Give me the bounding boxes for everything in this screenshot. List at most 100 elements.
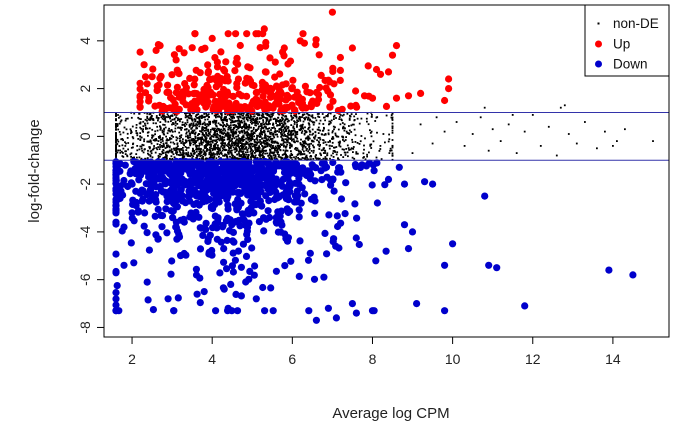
point-down (352, 309, 360, 317)
point-non-de (251, 142, 254, 145)
point-non-de (213, 139, 216, 142)
point-non-de (146, 157, 149, 159)
point-non-de (353, 119, 356, 122)
point-non-de (283, 131, 286, 134)
point-up (288, 85, 296, 93)
point-non-de (264, 117, 267, 119)
point-non-de (238, 120, 241, 123)
point-down (216, 269, 224, 277)
point-non-de (224, 143, 226, 145)
point-non-de (215, 134, 217, 137)
point-non-de (206, 118, 209, 121)
point-non-de (159, 155, 161, 158)
point-down (224, 205, 232, 213)
point-non-de (387, 140, 390, 143)
point-non-de (307, 128, 310, 130)
point-down (272, 158, 280, 166)
point-up (277, 88, 285, 96)
point-non-de (249, 146, 252, 148)
point-non-de (266, 118, 269, 121)
point-up (248, 81, 256, 89)
point-non-de (321, 129, 324, 132)
point-non-de (224, 118, 226, 120)
point-non-de (315, 158, 318, 160)
point-down (368, 307, 377, 315)
point-non-de (122, 139, 124, 142)
point-non-de (251, 138, 254, 141)
point-non-de (259, 123, 262, 125)
point-non-de (141, 143, 144, 146)
point-down (184, 192, 192, 200)
point-non-de (206, 148, 209, 150)
point-non-de (612, 145, 614, 147)
point-non-de (204, 152, 207, 155)
point-non-de (275, 133, 277, 136)
point-non-de (245, 140, 248, 143)
point-non-de (172, 136, 175, 138)
point-non-de (312, 140, 314, 143)
point-non-de (254, 124, 257, 126)
point-non-de (245, 116, 248, 119)
point-non-de (308, 129, 311, 132)
point-non-de (308, 119, 311, 122)
point-non-de (227, 126, 230, 129)
point-non-de (346, 151, 349, 154)
point-non-de (225, 149, 228, 151)
point-non-de (305, 149, 308, 152)
point-down (227, 161, 235, 169)
point-non-de (168, 129, 171, 132)
point-non-de (196, 139, 199, 142)
point-non-de (139, 122, 142, 125)
point-non-de (294, 115, 297, 117)
point-non-de (191, 126, 194, 129)
point-non-de (154, 133, 156, 136)
point-non-de (281, 125, 283, 128)
point-down (227, 280, 235, 288)
point-non-de (269, 115, 272, 118)
point-non-de (231, 133, 234, 136)
point-down (202, 177, 210, 185)
point-non-de (292, 125, 295, 128)
point-down (351, 161, 359, 169)
point-down (289, 160, 297, 169)
point-non-de (363, 148, 365, 151)
point-non-de (116, 143, 119, 145)
point-non-de (376, 131, 378, 134)
point-non-de (250, 153, 253, 155)
point-non-de (240, 113, 242, 116)
point-down (291, 179, 299, 187)
point-non-de (273, 149, 276, 151)
point-non-de (327, 132, 330, 135)
point-non-de (165, 158, 168, 161)
point-up (252, 30, 260, 38)
point-down (200, 288, 208, 296)
point-up (301, 82, 309, 90)
point-non-de (240, 150, 243, 153)
point-non-de (296, 133, 299, 135)
point-non-de (329, 121, 332, 124)
point-down (112, 269, 120, 277)
point-non-de (262, 121, 265, 123)
point-non-de (271, 114, 274, 116)
point-down (235, 177, 243, 185)
point-non-de (249, 143, 252, 145)
point-down (242, 278, 250, 286)
point-non-de (300, 124, 303, 127)
point-non-de (142, 125, 145, 128)
point-non-de (238, 125, 240, 128)
point-non-de (329, 112, 332, 115)
point-non-de (363, 144, 365, 147)
point-non-de (117, 114, 119, 116)
point-non-de (172, 153, 175, 156)
point-non-de (211, 149, 214, 152)
point-non-de (290, 118, 293, 121)
point-non-de (163, 124, 166, 126)
point-non-de (190, 139, 193, 141)
point-non-de (342, 126, 344, 129)
point-down (152, 198, 160, 206)
point-down (195, 213, 203, 221)
point-non-de (308, 137, 311, 140)
point-down (209, 205, 217, 213)
point-non-de (161, 131, 164, 134)
point-non-de (301, 130, 304, 132)
